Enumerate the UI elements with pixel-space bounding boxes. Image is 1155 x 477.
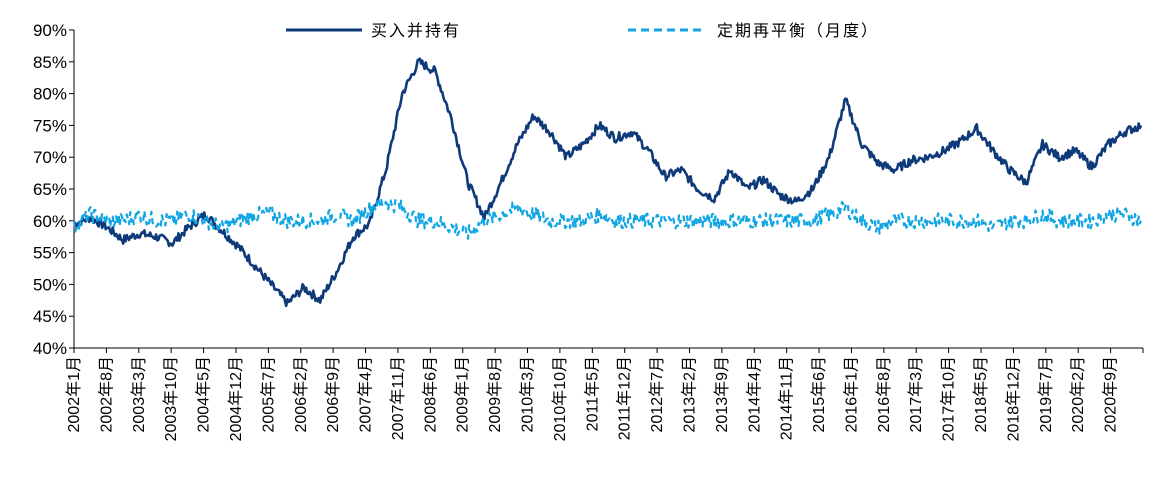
- x-tick-label: 2002年1月: [65, 356, 83, 433]
- x-tick-label: 2015年6月: [810, 356, 828, 433]
- series-buy-hold-line: [73, 57, 1143, 308]
- x-tick-label: 2003年3月: [130, 356, 148, 433]
- x-axis: 2002年1月 2002年8月 2003年3月 2003年10月 2004年5月 2004…: [65, 347, 1144, 441]
- x-tick-label: 2008年6月: [421, 356, 439, 433]
- y-tick-label: 65%: [33, 180, 67, 199]
- x-tick-label: 2014年4月: [745, 356, 763, 433]
- y-tick-label: 85%: [33, 53, 67, 72]
- x-tick-label: 2019年7月: [1037, 356, 1055, 433]
- x-tick-label: 2006年9月: [324, 356, 342, 433]
- x-tick-label: 2017年10月: [940, 356, 958, 441]
- x-tick-label: 2004年5月: [195, 356, 213, 433]
- y-tick-label: 50%: [33, 275, 67, 294]
- legend: 买入并持有 定期再平衡（月度）: [286, 21, 879, 40]
- x-tick-label: 2013年2月: [680, 356, 698, 433]
- x-tick-label: 2007年4月: [357, 356, 375, 433]
- x-tick-label: 2003年10月: [162, 356, 180, 441]
- y-axis: 40% 45% 50% 55% 60% 65% 70% 75% 80% 85% 90%: [33, 21, 75, 358]
- y-tick-label: 55%: [33, 244, 67, 263]
- x-tick-label: 2020年2月: [1069, 356, 1087, 433]
- x-tick-label: 2009年8月: [486, 356, 504, 433]
- legend-label-rebalance: 定期再平衡（月度）: [717, 21, 879, 40]
- x-tick-label: 2010年3月: [519, 356, 537, 433]
- series-rebalance-line: [72, 197, 1142, 240]
- x-tick-label: 2004年12月: [227, 356, 245, 441]
- x-tick-label: 2016年8月: [875, 356, 893, 433]
- x-tick-label: 2007年11月: [389, 356, 407, 440]
- x-tick-label: 2020年9月: [1102, 356, 1120, 433]
- x-tick-label: 2014年11月: [778, 356, 796, 440]
- x-tick-label: 2006年2月: [292, 356, 310, 433]
- x-tick-label: 2002年8月: [97, 356, 115, 433]
- y-tick-label: 60%: [33, 212, 67, 231]
- x-tick-label: 2011年5月: [583, 356, 601, 431]
- x-tick-label: 2012年7月: [648, 356, 666, 433]
- x-tick-label: 2018年12月: [1004, 356, 1022, 441]
- y-tick-label: 70%: [33, 148, 67, 167]
- y-tick-label: 45%: [33, 307, 67, 326]
- series-layer: [72, 57, 1143, 308]
- x-tick-label: 2011年12月: [616, 356, 634, 440]
- x-tick-label: 2018年5月: [972, 356, 990, 433]
- x-tick-label: 2005年7月: [259, 356, 277, 433]
- y-tick-label: 40%: [33, 339, 67, 358]
- x-tick-label: 2016年1月: [842, 356, 860, 433]
- x-tick-label: 2013年9月: [713, 356, 731, 433]
- y-tick-label: 90%: [33, 21, 67, 40]
- y-tick-label: 75%: [33, 116, 67, 135]
- x-tick-label: 2017年3月: [907, 356, 925, 433]
- x-tick-label: 2010年10月: [551, 356, 569, 441]
- legend-label-buy-hold: 买入并持有: [371, 21, 461, 40]
- x-tick-label: 2009年1月: [454, 356, 472, 433]
- y-tick-label: 80%: [33, 85, 67, 104]
